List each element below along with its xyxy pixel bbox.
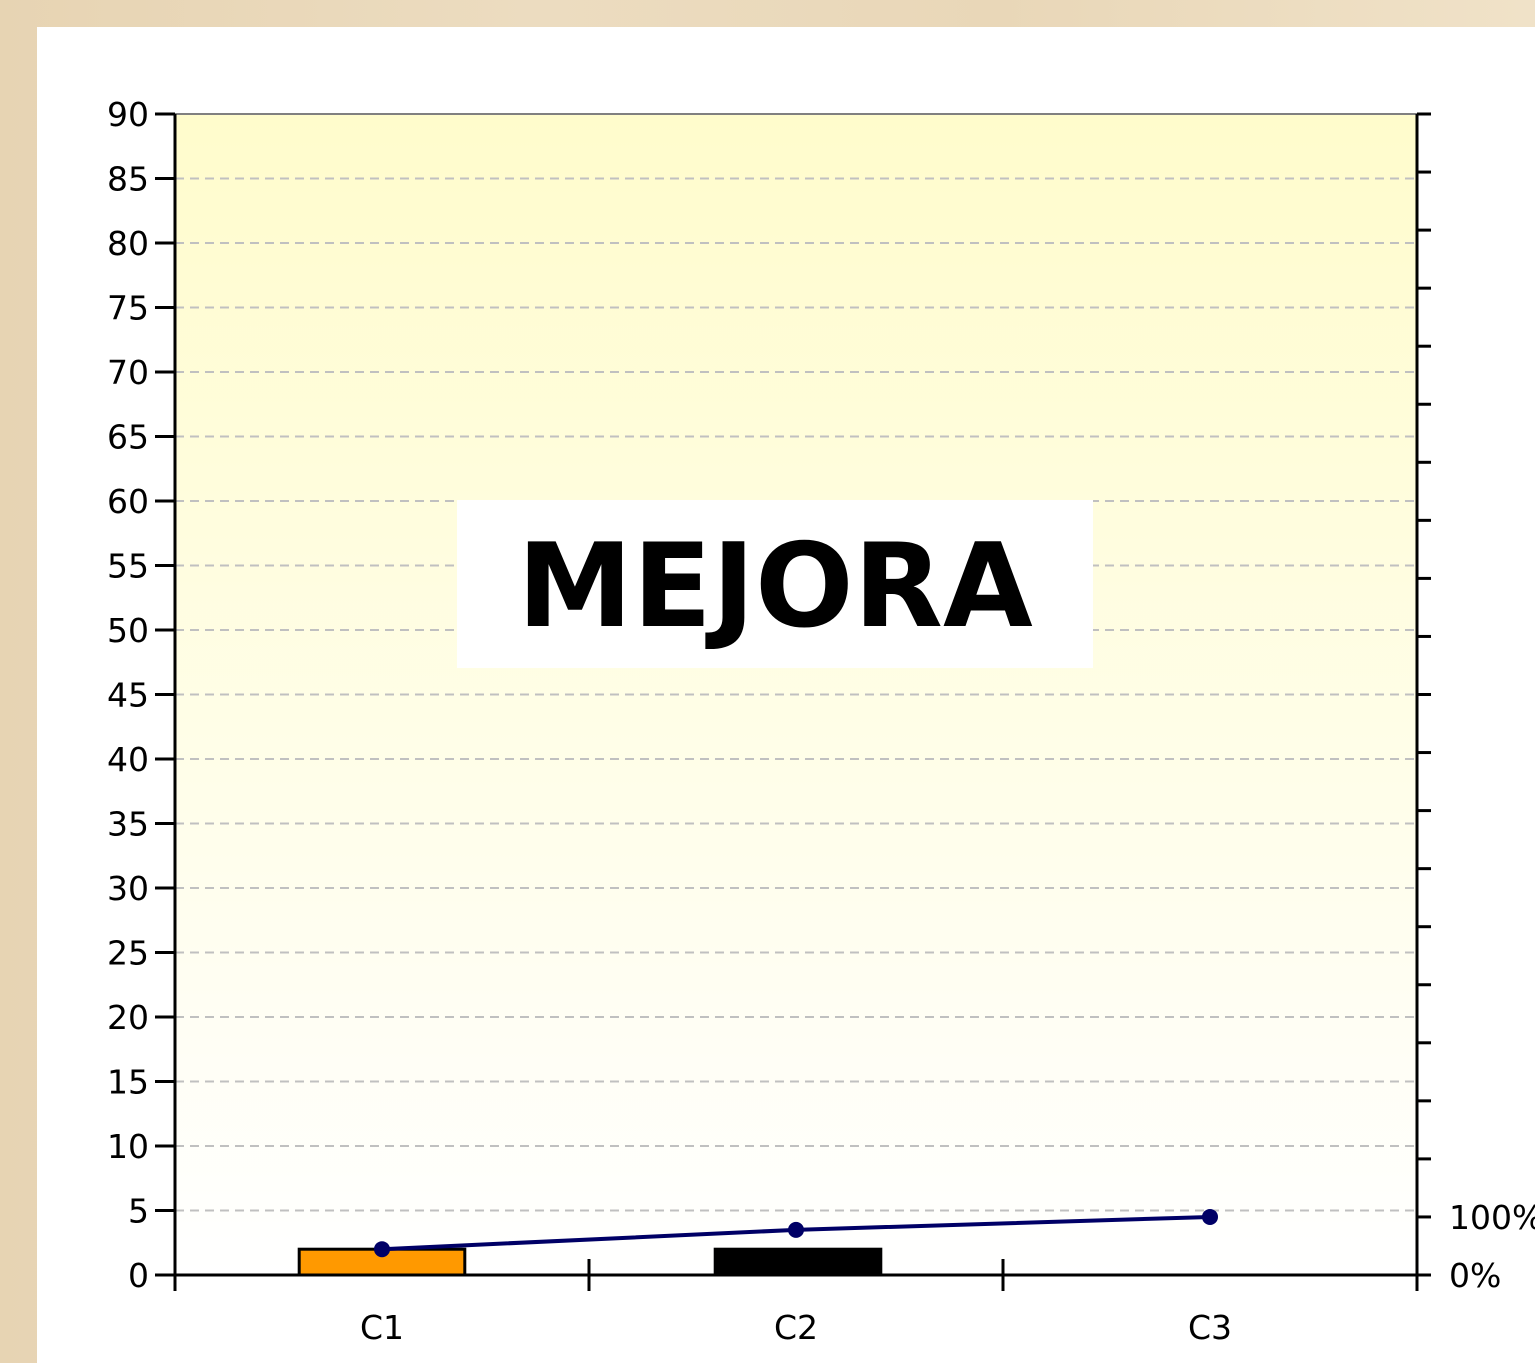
y-tick-label: 85 [107, 160, 149, 199]
y-tick-label: 20 [107, 998, 149, 1037]
y-tick-label: 30 [107, 869, 149, 908]
line-point-c2 [788, 1221, 804, 1238]
title-box [457, 500, 1093, 668]
y-tick-label: 75 [107, 289, 149, 328]
y-tick-label: 0 [128, 1256, 149, 1295]
y-tick-label: 65 [107, 418, 149, 457]
x-tick-label: C2 [774, 1308, 818, 1347]
y-tick-label: 80 [107, 224, 149, 263]
y-tick-label: 15 [107, 1063, 149, 1102]
y-tick-label: 55 [107, 547, 149, 586]
chart-title: MEJORA [517, 519, 1033, 654]
x-tick-label: C3 [1188, 1308, 1232, 1347]
chart-panel: 0 5 10 15 20 25 30 35 40 45 50 55 60 65 70 75 80 85 90 0% 10… [37, 27, 1535, 1363]
y-tick-label: 90 [107, 95, 149, 134]
y-tick-label: 70 [107, 353, 149, 392]
y-tick-label: 5 [128, 1192, 149, 1231]
y-tick-label: 25 [107, 934, 149, 973]
chart-svg: 0 5 10 15 20 25 30 35 40 45 50 55 60 65 70 75 80 85 90 0% 10… [107, 95, 1535, 1347]
y2-tick-label: 100% [1449, 1198, 1535, 1237]
x-tick-label: C1 [360, 1308, 404, 1347]
y-tick-label: 45 [107, 676, 149, 715]
y2-tick-label: 0% [1449, 1256, 1501, 1295]
y-tick-label: 50 [107, 611, 149, 650]
y-tick-label: 35 [107, 805, 149, 844]
bar-c2 [713, 1247, 883, 1277]
y-tick-label: 10 [107, 1127, 149, 1166]
line-point-c1 [374, 1241, 390, 1258]
line-point-c3 [1202, 1208, 1218, 1225]
y-tick-label: 60 [107, 482, 149, 521]
y-tick-label: 40 [107, 740, 149, 779]
